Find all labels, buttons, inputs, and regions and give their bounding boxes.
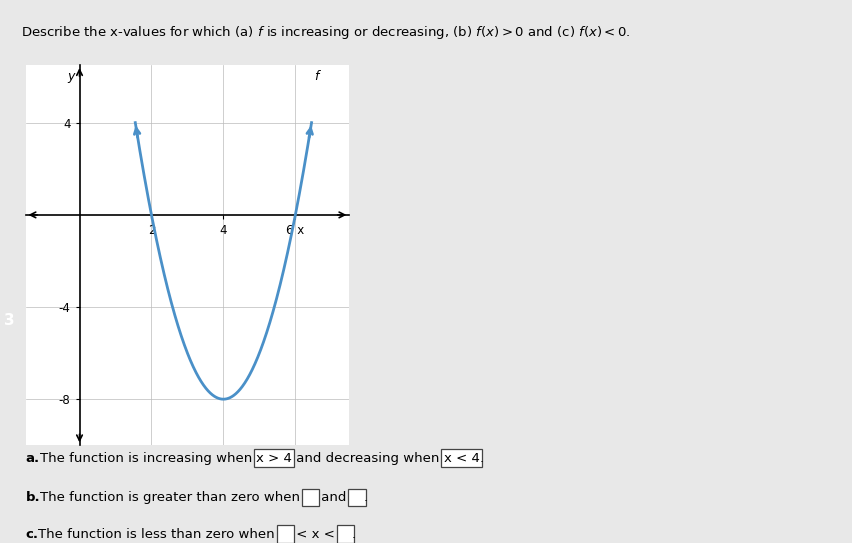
Text: y: y — [66, 70, 74, 83]
Text: x > 4: x > 4 — [256, 452, 292, 465]
Text: c.: c. — [26, 528, 38, 541]
Text: < x <: < x < — [292, 528, 339, 541]
Text: b.: b. — [26, 491, 40, 504]
Text: .: . — [480, 452, 484, 465]
Text: and: and — [317, 491, 351, 504]
Text: The function is increasing when: The function is increasing when — [39, 452, 256, 465]
Text: a.: a. — [26, 452, 39, 465]
Text: The function is less than zero when: The function is less than zero when — [38, 528, 279, 541]
Text: .: . — [352, 528, 356, 541]
Text: and decreasing when: and decreasing when — [292, 452, 444, 465]
Text: .: . — [364, 491, 367, 504]
Text: Describe the x-values for which (a) $f$ is increasing or decreasing, (b) $f(x) >: Describe the x-values for which (a) $f$ … — [21, 24, 631, 41]
Text: The function is greater than zero when: The function is greater than zero when — [40, 491, 304, 504]
Text: f: f — [314, 70, 319, 83]
Text: 3: 3 — [4, 313, 14, 328]
Text: x < 4: x < 4 — [444, 452, 480, 465]
